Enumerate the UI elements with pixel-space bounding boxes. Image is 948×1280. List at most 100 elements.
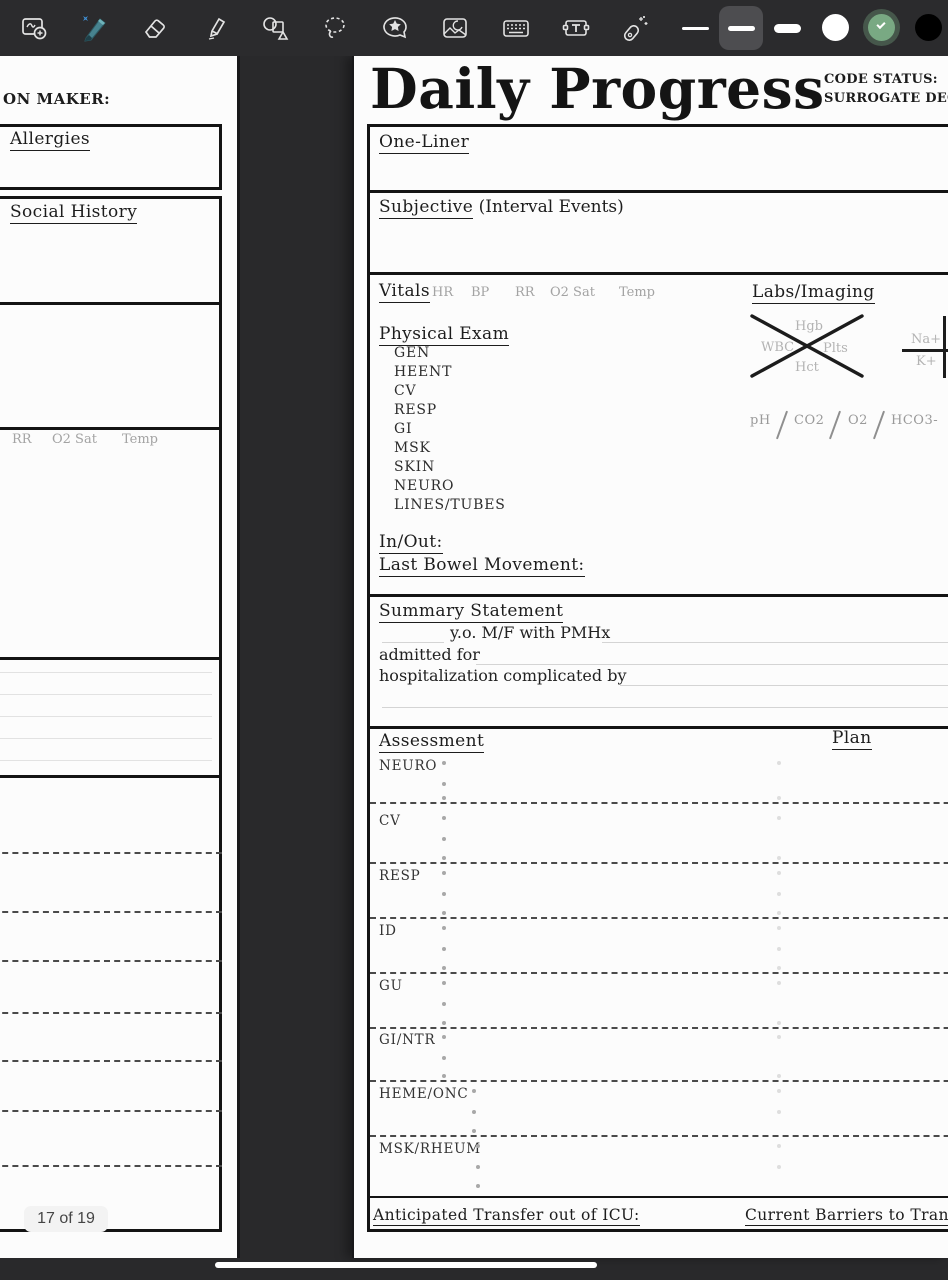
cbc-hgb-label: Hgb <box>795 319 823 334</box>
stroke-thin-bar <box>681 26 709 30</box>
labs-imaging-label: Labs/Imaging <box>752 282 875 304</box>
in-out-label: In/Out: <box>379 532 443 554</box>
section-divider <box>367 190 948 193</box>
row-separator <box>0 1060 222 1062</box>
page-indicator[interactable]: 17 of 19 <box>24 1206 108 1232</box>
ruled-line <box>0 760 212 761</box>
row-separator <box>370 1027 948 1029</box>
left-page-canvas[interactable]: ON MAKER: Allergies Social History RR O2… <box>0 56 240 1258</box>
ruled-line <box>0 672 212 673</box>
pe-item-heent: HEENT <box>394 364 453 380</box>
gas-hco3-label: HCO3- <box>891 413 939 428</box>
shapes-icon[interactable] <box>253 6 297 50</box>
stickers-icon[interactable] <box>373 6 417 50</box>
one-liner-label: One-Liner <box>379 132 470 154</box>
section-divider <box>0 302 222 305</box>
summary-statement-label: Summary Statement <box>379 601 564 623</box>
cbc-hct-label: Hct <box>795 360 819 375</box>
section-divider <box>0 657 222 660</box>
ap-row-cv: CV <box>379 813 401 829</box>
plan-label: Plan <box>832 728 872 750</box>
home-indicator[interactable] <box>215 1262 597 1268</box>
vitals-hr: HR <box>432 285 454 300</box>
ruled-line <box>0 716 212 717</box>
cbc-wbc-label: WBC <box>761 340 795 355</box>
row-separator <box>0 1012 222 1014</box>
assessment-label: Assessment <box>379 731 485 753</box>
cbc-plts-label: Plts <box>823 341 848 356</box>
row-separator <box>0 1110 222 1112</box>
write-line <box>382 707 948 708</box>
allergies-box <box>0 124 222 190</box>
write-line <box>602 642 948 643</box>
section-divider <box>367 594 948 597</box>
vitals-label: Vitals <box>379 281 430 303</box>
ap-row-gu: GU <box>379 978 403 994</box>
cbc-fishbone-x <box>750 314 864 378</box>
decision-maker-fragment: ON MAKER: <box>3 90 111 108</box>
social-history-label: Social History <box>10 202 138 224</box>
color-swatch-green[interactable] <box>868 14 895 41</box>
pen-icon[interactable] <box>71 6 115 50</box>
left-vitals-o2sat: O2 Sat <box>52 432 97 447</box>
pe-item-skin: SKIN <box>394 459 436 475</box>
pe-item-gi: GI <box>394 421 413 437</box>
pe-item-gen: GEN <box>394 345 431 361</box>
color-swatch-white[interactable] <box>822 14 849 41</box>
template-outer-box <box>367 124 948 1232</box>
row-separator <box>0 911 222 913</box>
row-separator <box>370 917 948 919</box>
chevron-down-icon <box>876 19 886 30</box>
code-status-label: CODE STATUS: <box>824 72 938 87</box>
section-divider <box>367 1196 948 1198</box>
pe-item-lines-tubes: LINES/TUBES <box>394 497 506 513</box>
main-page-canvas[interactable]: Daily Progress CODE STATUS: SURROGATE DE… <box>352 56 948 1258</box>
ap-row-msk-rheum: MSK/RHEUM <box>379 1141 481 1157</box>
row-separator <box>370 972 948 974</box>
chem-k-label: K+ <box>916 354 937 369</box>
row-separator <box>370 1080 948 1082</box>
left-sections-box <box>0 196 222 1232</box>
surrogate-decision-label: SURROGATE DECIS <box>824 91 948 106</box>
eraser-icon[interactable] <box>133 6 177 50</box>
pe-item-msk: MSK <box>394 440 431 456</box>
text-box-icon[interactable] <box>554 6 598 50</box>
magic-wand-icon[interactable] <box>612 6 656 50</box>
write-line <box>382 642 444 643</box>
stroke-size-medium[interactable] <box>719 6 763 50</box>
subjective-label: Subjective <box>379 197 474 219</box>
ruled-line <box>0 694 212 695</box>
write-line <box>476 664 948 665</box>
stroke-size-thin[interactable] <box>673 6 717 50</box>
row-separator <box>0 960 222 962</box>
highlighter-icon[interactable] <box>193 6 237 50</box>
ap-row-gi-ntr: GI/NTR <box>379 1032 436 1048</box>
stroke-size-thick[interactable] <box>765 6 809 50</box>
ap-row-resp: RESP <box>379 868 421 884</box>
summary-line3-text: hospitalization complicated by <box>379 666 627 685</box>
page-title: Daily Progress <box>370 56 825 121</box>
allergies-label: Allergies <box>10 129 91 151</box>
section-divider <box>367 272 948 275</box>
gas-o2-label: O2 <box>848 413 868 428</box>
vitals-temp: Temp <box>619 285 656 300</box>
gas-co2-label: CO2 <box>794 413 825 428</box>
write-line <box>620 685 948 686</box>
color-swatch-black[interactable] <box>915 14 942 41</box>
row-separator <box>370 1135 948 1137</box>
left-vitals-temp: Temp <box>122 432 159 447</box>
zoom-tool-icon[interactable] <box>13 6 57 50</box>
chem-fishbone-vline <box>943 316 946 378</box>
ap-row-id: ID <box>379 923 397 939</box>
summary-line2-text: admitted for <box>379 645 480 664</box>
stroke-thick-bar <box>773 23 801 33</box>
summary-line1-text: y.o. M/F with PMHx <box>450 623 611 642</box>
lasso-icon[interactable] <box>313 6 357 50</box>
chem-na-label: Na+ <box>911 332 942 347</box>
pe-item-resp: RESP <box>394 402 437 418</box>
anticipated-transfer-label: Anticipated Transfer out of ICU: <box>373 1206 640 1227</box>
keyboard-icon[interactable] <box>494 6 538 50</box>
image-icon[interactable] <box>433 6 477 50</box>
physical-exam-label: Physical Exam <box>379 324 510 346</box>
